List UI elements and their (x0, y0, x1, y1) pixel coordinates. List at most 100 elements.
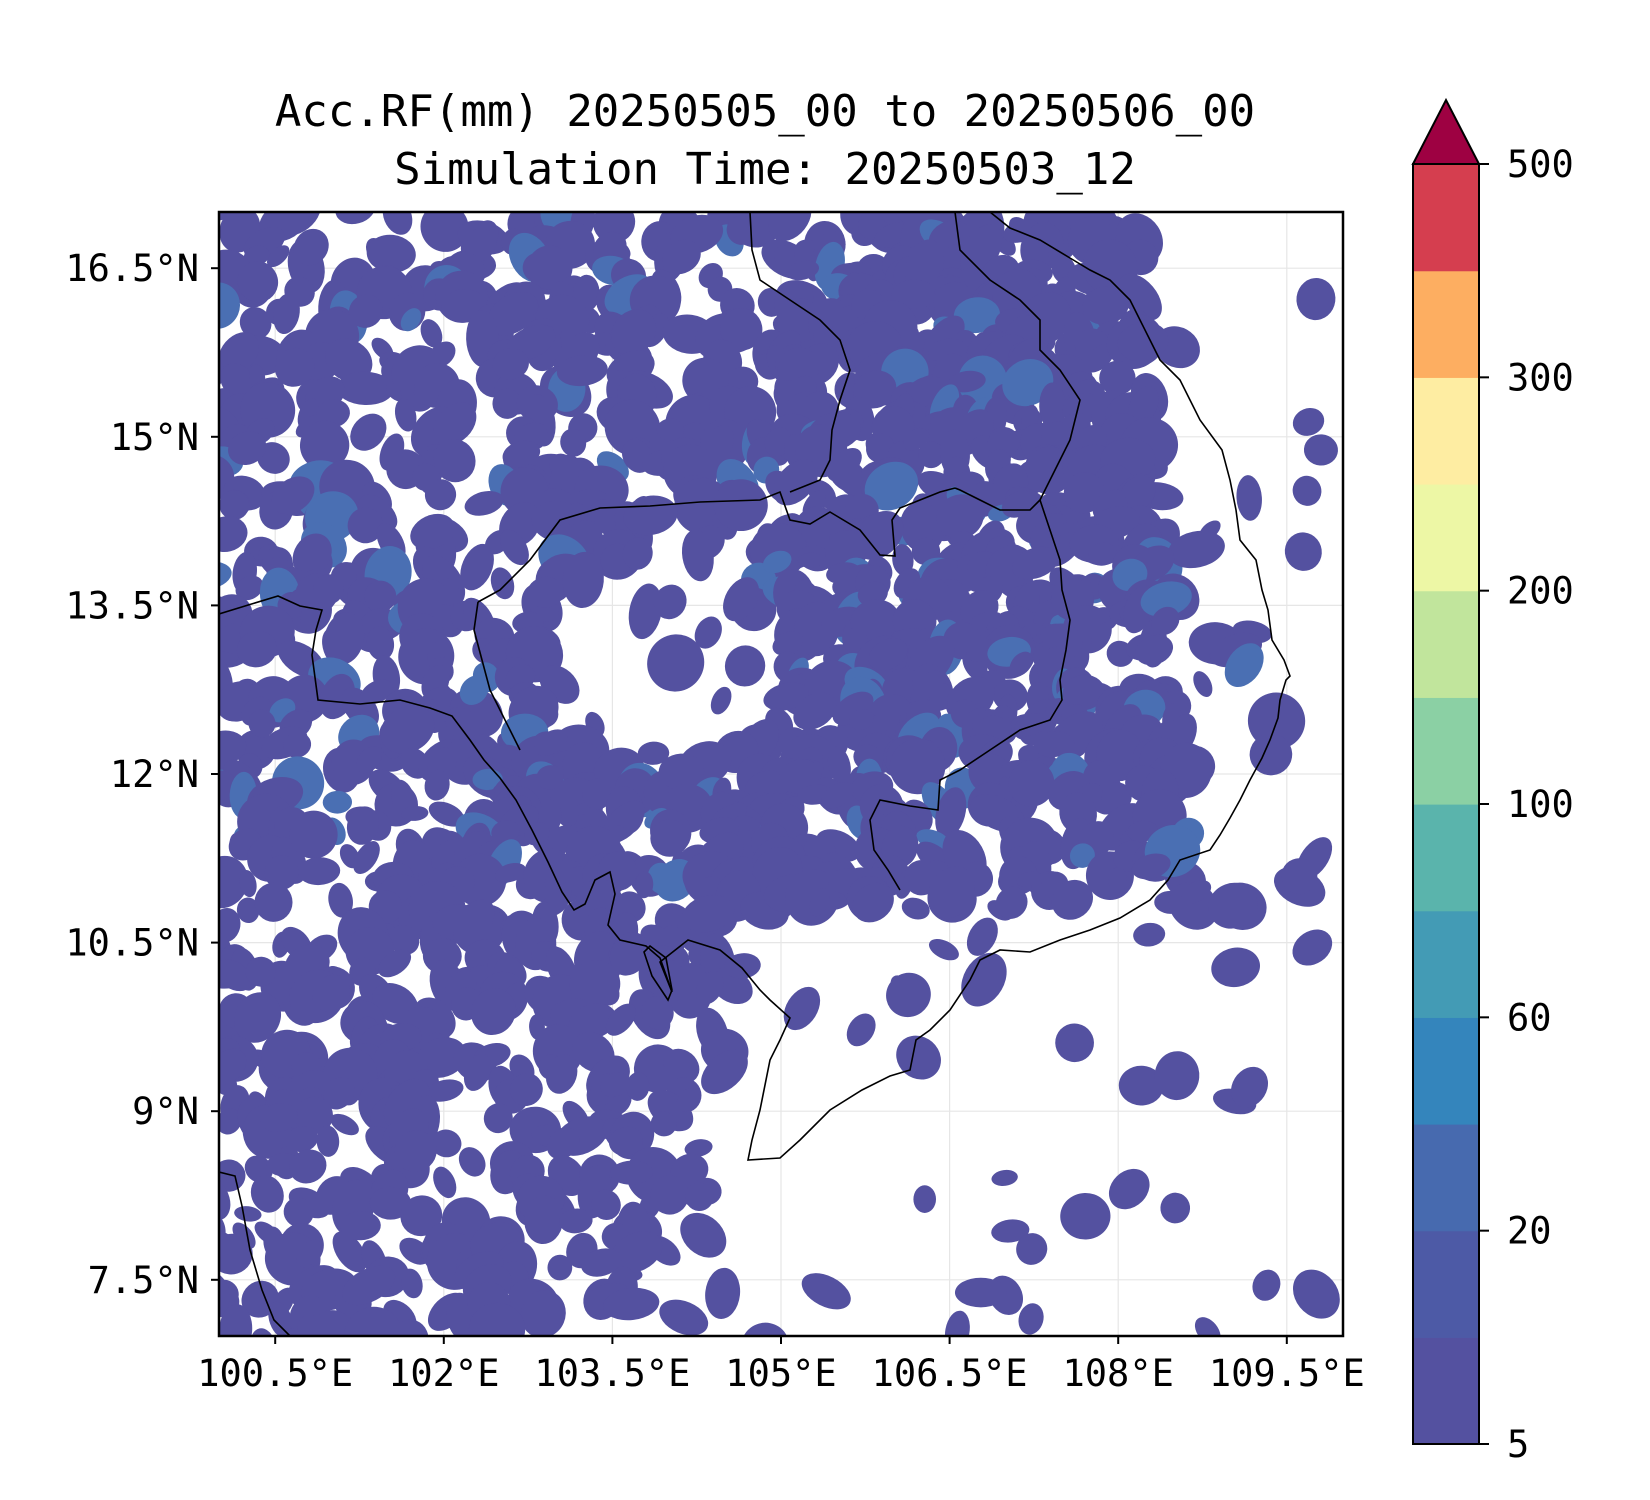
island-phu-quoc (643, 944, 673, 1002)
colorbar-tick-label: 200 (1507, 570, 1574, 613)
rainfall-patch (889, 738, 946, 795)
rainfall-patch (610, 1231, 663, 1274)
rainfall-patch (524, 1195, 564, 1245)
rainfall-patch (492, 348, 529, 380)
rainfall-patch (1160, 1192, 1191, 1224)
rainfall-patch (936, 494, 984, 539)
rainfall-patch (1211, 947, 1261, 988)
rainfall-patch (842, 627, 868, 653)
rainfall-patch (953, 297, 1000, 334)
rainfall-patch (274, 347, 315, 387)
rainfall-patch (682, 894, 735, 933)
rainfall-patch (581, 1248, 622, 1277)
rainfall-patch (245, 956, 277, 987)
rainfall-patch (695, 971, 724, 1005)
rainfall-patch (401, 1268, 423, 1299)
rainfall-patch (460, 543, 494, 591)
rainfall-patch (1151, 606, 1180, 636)
rainfall-patch (243, 245, 270, 266)
rainfall-patch (325, 338, 373, 383)
rainfall-patch (741, 1322, 789, 1336)
rainfall-patch (966, 917, 998, 956)
rainfall-patch (913, 1185, 937, 1213)
rainfall-patch (425, 1079, 464, 1102)
rainfall-patch (424, 479, 457, 511)
rainfall-patch (1284, 532, 1322, 571)
rainfall-patch (527, 576, 564, 608)
rainfall-patch (250, 1175, 284, 1213)
rainfall-patch (1208, 882, 1258, 929)
rainfall-patch (684, 1139, 713, 1157)
rainfall-patch (313, 574, 344, 605)
rainfall-patch (486, 291, 539, 336)
rainfall-patch (559, 1208, 593, 1234)
rainfall-patch (400, 1195, 443, 1237)
rainfall-patch (647, 634, 705, 692)
rainfall-patch (1063, 472, 1105, 514)
rainfall-patch (701, 1049, 748, 1095)
rainfall-patch (1009, 651, 1033, 677)
rainfall-patch (663, 1048, 700, 1084)
rainfall-patch (685, 1182, 714, 1212)
rainfall-patch (724, 645, 766, 687)
longitude-ticks: 100.5°E 102°E 103.5°E 105°E 106.5°E 108°E 109.… (197, 1336, 1365, 1395)
latitude-ticks: 16.5°N 15°N 13.5°N 12°N 10.5°N 9°N 7.5°N (65, 247, 219, 1302)
rainfall-patch (332, 1231, 367, 1273)
rainfall-patch (1292, 929, 1333, 966)
rainfall-patch (562, 551, 604, 609)
rainfall-patch (264, 855, 299, 890)
rainfall-patch (350, 413, 387, 451)
rainfall-patch (783, 986, 821, 1031)
rainfall-patch (1236, 475, 1262, 521)
rainfall-patch (1292, 407, 1325, 436)
rainfall-patch (273, 293, 300, 335)
rainfall-patch (560, 428, 587, 457)
lat-tick-label: 10.5°N (65, 922, 199, 965)
rainfall-patch (866, 433, 895, 463)
coastline-malay-peninsula (219, 1171, 291, 1336)
rainfall-patch (219, 282, 241, 330)
rainfall-patch (297, 857, 341, 886)
rainfall-patch (868, 638, 908, 671)
rainfall-patch (380, 705, 435, 754)
rainfall-patch (694, 616, 722, 649)
rainfall-patch (431, 1129, 462, 1158)
rainfall-patch (1135, 634, 1174, 666)
rainfall-patch (500, 529, 529, 566)
rainfall-patch (219, 332, 259, 375)
rainfall-patch (1060, 1192, 1111, 1240)
rainfall-patch (1291, 180, 1333, 212)
rainfall-patch (821, 781, 854, 809)
rainfall-patch (1014, 713, 1049, 737)
rainfall-patch (1008, 760, 1055, 807)
rainfall-patch (797, 552, 824, 568)
rainfall-patch (1140, 581, 1192, 617)
rainfall-patch (1252, 1269, 1281, 1301)
border-laos-thailand (749, 212, 851, 493)
rainfall-patch (527, 245, 573, 290)
rainfall-patch (1303, 434, 1338, 466)
rainfall-patch (1055, 1023, 1094, 1063)
colorbar: 5 20 60 100 200 300 500 (1411, 97, 1574, 1466)
rainfall-patch (433, 1166, 457, 1199)
rainfall-patch (1296, 277, 1336, 321)
rainfall-patch (918, 441, 945, 469)
rainfall-patch (896, 1035, 941, 1080)
rainfall-patch (676, 1088, 699, 1112)
border-thai-cambodia-west (473, 601, 521, 751)
rainfall-patch (641, 995, 674, 1030)
rainfall-patch (768, 212, 812, 242)
lat-tick-label: 13.5°N (65, 584, 199, 627)
rainfall-patch (424, 769, 450, 801)
lat-tick-label: 15°N (110, 416, 199, 459)
rainfall-patch (394, 1130, 437, 1172)
rainfall-patch (901, 897, 930, 920)
rainfall-patch (635, 871, 654, 899)
rainfall-patch (234, 1206, 262, 1222)
rainfall-patch (364, 580, 397, 612)
rainfall-patch (995, 886, 1028, 919)
rainfall-patch (296, 1096, 333, 1135)
rainfall-patch (1041, 421, 1072, 446)
colorbar-segment (1413, 804, 1479, 912)
rainfall-patch (459, 675, 489, 705)
